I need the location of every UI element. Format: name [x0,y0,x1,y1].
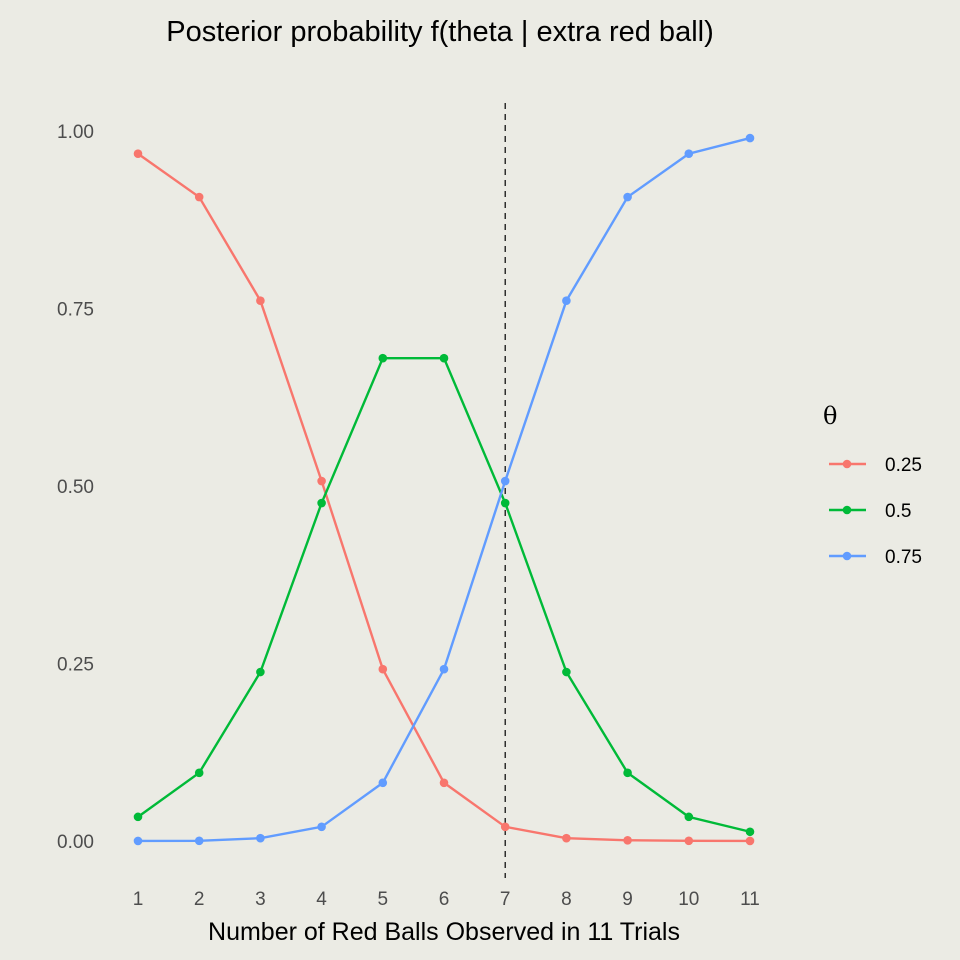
legend-point-icon [842,551,852,561]
data-point [194,768,204,778]
x-tick-label: 6 [439,889,450,910]
data-point [378,353,388,363]
legend: θ 0.25 0.5 0.75 [823,402,922,568]
data-point [500,476,510,486]
data-point [439,664,449,674]
data-point [623,835,632,845]
x-tick-label: 4 [316,889,327,910]
data-point [684,812,694,822]
x-tick-label: 10 [678,889,699,910]
data-point [562,667,571,677]
data-point [133,812,143,822]
series-line [137,357,751,833]
legend-item: 0.25 [829,455,922,476]
data-point [745,836,755,846]
x-tick-label: 2 [194,889,205,910]
y-tick-label: 0.25 [57,655,94,676]
legend-point-icon [842,459,852,469]
data-point [439,353,449,363]
series-line [137,136,751,843]
series-0.5 [133,353,755,837]
x-tick-label: 1 [133,889,144,910]
series-0.75 [133,133,755,846]
x-tick-label: 3 [255,889,266,910]
data-point [378,778,388,788]
data-point [623,768,632,778]
data-point [562,296,571,305]
data-point [317,498,326,508]
data-point [745,133,755,143]
y-tick-label: 0.75 [57,300,94,321]
data-point [500,498,510,508]
legend-label: 0.5 [885,501,911,522]
x-tick-label: 11 [740,889,760,910]
data-point [562,833,571,843]
data-point [745,827,755,837]
data-point [194,192,204,202]
x-tick-label: 8 [561,889,572,910]
series-line [137,152,751,843]
data-point [439,778,449,788]
series-0.25 [133,149,755,846]
data-point [317,822,326,832]
data-point [684,836,694,846]
data-point [194,836,204,846]
data-point [256,296,265,305]
y-tick-label: 0.00 [57,832,94,853]
legend-label: 0.75 [885,547,922,568]
legend-label: 0.25 [885,455,922,476]
legend-title: θ [823,402,837,430]
data-point [133,149,143,159]
legend-item: 0.5 [829,501,911,522]
chart-title: Posterior probability f(theta | extra re… [166,16,714,48]
data-point [317,476,326,486]
data-point [623,192,632,202]
legend-point-icon [842,505,852,515]
x-axis-label: Number of Red Balls Observed in 11 Trial… [208,918,680,946]
data-point [684,149,694,159]
y-tick-label: 0.50 [57,477,94,498]
data-point [256,667,265,677]
data-point [256,833,265,843]
x-tick-label: 5 [378,889,389,910]
data-point [500,822,510,832]
data-point [378,664,388,674]
x-tick-label: 9 [622,889,633,910]
x-tick-label: 7 [500,889,511,910]
legend-item: 0.75 [829,547,922,568]
data-point [133,836,143,846]
y-tick-label: 1.00 [57,122,94,143]
